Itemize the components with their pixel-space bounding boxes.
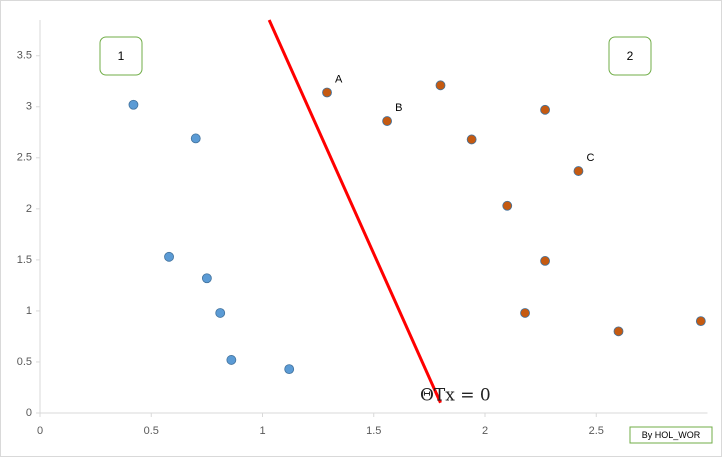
point	[226, 355, 237, 365]
region-box	[608, 36, 652, 76]
x-tick-label: 1	[259, 425, 265, 437]
point	[540, 104, 550, 115]
x-tick-label: 1.5	[366, 425, 381, 437]
point	[190, 133, 201, 144]
x-tick-label: 0.5	[144, 425, 159, 437]
point	[573, 166, 584, 176]
equation: ΘTx = 0	[420, 386, 491, 406]
credit-box	[629, 426, 713, 444]
y-tick-label: 0.5	[17, 356, 32, 368]
point	[695, 316, 706, 327]
point-label: C	[586, 152, 594, 164]
point-label: B	[395, 102, 402, 114]
point	[502, 200, 513, 211]
point	[520, 308, 530, 318]
y-tick-label: 3	[26, 101, 32, 113]
point	[540, 256, 550, 266]
credit: By HOL_WOR	[642, 430, 701, 440]
x-tick-label: 2.5	[589, 425, 604, 437]
point	[164, 251, 174, 262]
point	[382, 116, 393, 126]
y-tick-label: 1.5	[17, 254, 32, 266]
region-label: 1	[118, 49, 125, 63]
point	[613, 326, 624, 337]
point	[128, 99, 139, 110]
y-tick-label: 1	[26, 305, 32, 317]
region-box	[99, 36, 143, 76]
region-label: 2	[627, 49, 634, 63]
y-tick-label: 2	[26, 203, 32, 215]
x-tick-label: 2	[482, 425, 488, 437]
y-tick-label: 3.5	[17, 50, 32, 62]
point	[201, 273, 212, 284]
point	[215, 308, 226, 318]
boundary-line	[267, 19, 442, 404]
point	[322, 87, 332, 98]
y-tick-label: 0	[26, 407, 32, 419]
point	[435, 80, 446, 91]
y-tick-label: 2.5	[17, 152, 32, 164]
point	[466, 134, 477, 145]
point-label: A	[335, 73, 343, 85]
point	[284, 364, 295, 375]
x-tick-label: 0	[37, 425, 43, 437]
